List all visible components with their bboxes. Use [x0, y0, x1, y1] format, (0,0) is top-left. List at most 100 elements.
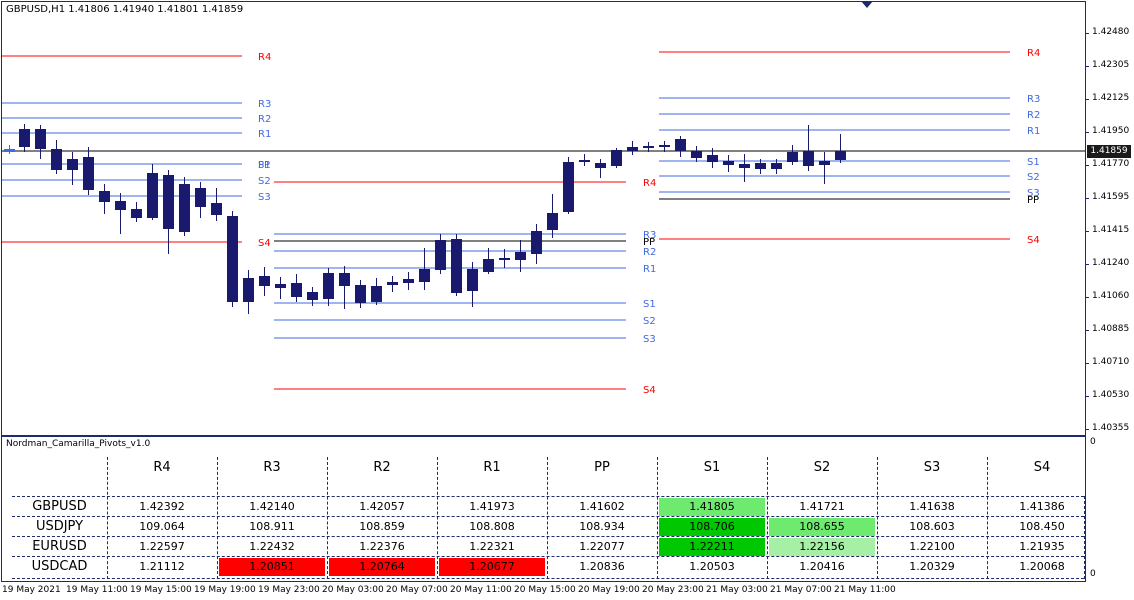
indicator-scale-top: 0: [1090, 437, 1096, 447]
price-tick-label: 1.41060: [1092, 291, 1130, 301]
pivot-value-s4: 1.41386: [1019, 500, 1065, 513]
pivot-value-pp: 1.22077: [579, 540, 625, 553]
row-separator: [12, 578, 1084, 579]
candle-body: [595, 163, 606, 168]
price-tick-label: 1.40355: [1092, 423, 1130, 433]
pivot-value-s4: 108.450: [1019, 520, 1065, 533]
candle-body: [819, 161, 830, 165]
pivot-label-s2: S2: [258, 176, 271, 187]
candle-body: [499, 258, 510, 260]
column-separator: [217, 457, 218, 579]
candle-body: [275, 284, 286, 288]
price-tick-mark: [1086, 198, 1089, 199]
row-separator: [12, 536, 1084, 537]
candle-body: [739, 164, 750, 168]
pivot-label-r1: R1: [1027, 126, 1040, 137]
column-separator: [657, 457, 658, 579]
pivot-value-s4: 1.20068: [1019, 560, 1065, 573]
time-tick-label: 19 May 15:00: [130, 585, 192, 595]
candle-body: [355, 285, 366, 303]
indicator-scale-bottom: 0: [1090, 569, 1096, 579]
pivot-value-pp: 108.934: [579, 520, 625, 533]
pivot-value-s3: 1.41638: [909, 500, 955, 513]
candlestick-chart[interactable]: R4R3R2R1PPS1S2S3S4R3R2R1PPS1S2S3S4R4R3R2…: [2, 2, 1085, 435]
pivot-value-r3: 108.911: [249, 520, 295, 533]
price-tick-mark: [1086, 297, 1089, 298]
candle-body: [579, 160, 590, 162]
pivot-value-r2: 1.42057: [359, 500, 405, 513]
candle-body: [659, 145, 670, 147]
price-tick-label: 1.41240: [1092, 258, 1130, 268]
column-separator: [877, 457, 878, 579]
candle-body: [227, 216, 238, 302]
time-tick-label: 19 May 23:00: [258, 585, 320, 595]
pivot-value-r2: 1.22376: [359, 540, 405, 553]
pivot-label-s3: S3: [643, 334, 656, 345]
row-symbol: USDCAD: [31, 559, 88, 574]
candle-body: [211, 203, 222, 215]
pivot-value-s2: 108.655: [769, 518, 875, 536]
time-tick-label: 20 May 11:00: [450, 585, 512, 595]
pivot-label-r1: R1: [258, 129, 271, 140]
current-price-text: 1.41859: [1090, 146, 1128, 156]
pivot-label-s3: S3: [258, 192, 271, 203]
candle-body: [35, 129, 46, 149]
price-chart-window[interactable]: [1, 1, 1086, 436]
time-tick-label: 21 May 11:00: [834, 585, 896, 595]
candle-body: [515, 252, 526, 260]
pivot-value-s3: 1.22100: [909, 540, 955, 553]
candle-body: [467, 269, 478, 291]
pivot-value-s2: 1.20416: [799, 560, 845, 573]
pivot-value-s2: 1.41721: [799, 500, 845, 513]
candle-body: [243, 278, 254, 302]
pivot-label-s4: S4: [258, 238, 271, 249]
pivot-value-r4: 1.21112: [139, 560, 185, 573]
price-tick-label: 1.40885: [1092, 324, 1130, 334]
pivot-value-r2: 1.20764: [329, 558, 435, 576]
pivot-label-s2: S2: [643, 316, 656, 327]
price-tick-mark: [1086, 264, 1089, 265]
candle-body: [675, 139, 686, 151]
candle-body: [627, 147, 638, 151]
candle-body: [291, 283, 302, 297]
pivot-label-s4: S4: [1027, 235, 1040, 246]
candle-body: [19, 129, 30, 147]
price-tick-label: 1.42125: [1092, 93, 1130, 103]
pivot-label-r3: R3: [1027, 94, 1040, 105]
time-tick-label: 21 May 03:00: [706, 585, 768, 595]
pivot-label-s3: S3: [1027, 188, 1040, 199]
candle-body: [115, 201, 126, 210]
indicator-window[interactable]: [1, 436, 1086, 582]
candle-body: [195, 188, 206, 207]
pivot-label-pp: PP: [258, 160, 270, 171]
candle-body: [803, 151, 814, 166]
price-tick-label: 1.42305: [1092, 60, 1130, 70]
time-tick-label: 20 May 07:00: [386, 585, 448, 595]
row-separator: [12, 516, 1084, 517]
candle-body: [259, 276, 270, 286]
row-symbol: EURUSD: [32, 539, 87, 554]
price-tick-mark: [1086, 330, 1089, 331]
column-separator: [1084, 496, 1085, 579]
pivot-value-r4: 109.064: [139, 520, 185, 533]
price-tick-mark: [1086, 231, 1089, 232]
candle-body: [755, 163, 766, 169]
time-tick-label: 20 May 15:00: [514, 585, 576, 595]
candle-body: [51, 149, 62, 170]
price-tick-label: 1.41415: [1092, 225, 1130, 235]
pivot-label-s1: S1: [258, 160, 271, 171]
column-header-s3: S3: [923, 460, 941, 475]
time-tick-label: 19 May 2021: [2, 585, 61, 595]
pivot-value-r3: 1.22432: [249, 540, 295, 553]
price-tick-label: 1.41950: [1092, 126, 1130, 136]
pivot-value-r1: 1.22321: [469, 540, 515, 553]
row-symbol: GBPUSD: [32, 499, 87, 514]
candle-body: [99, 191, 110, 202]
price-tick-mark: [1086, 66, 1089, 67]
chart-shift-marker-icon[interactable]: [861, 1, 873, 9]
pivot-value-pp: 1.20836: [579, 560, 625, 573]
price-tick-label: 1.42480: [1092, 27, 1130, 37]
pivot-label-s4: S4: [643, 385, 656, 396]
candle-body: [67, 159, 78, 170]
column-separator: [327, 457, 328, 579]
